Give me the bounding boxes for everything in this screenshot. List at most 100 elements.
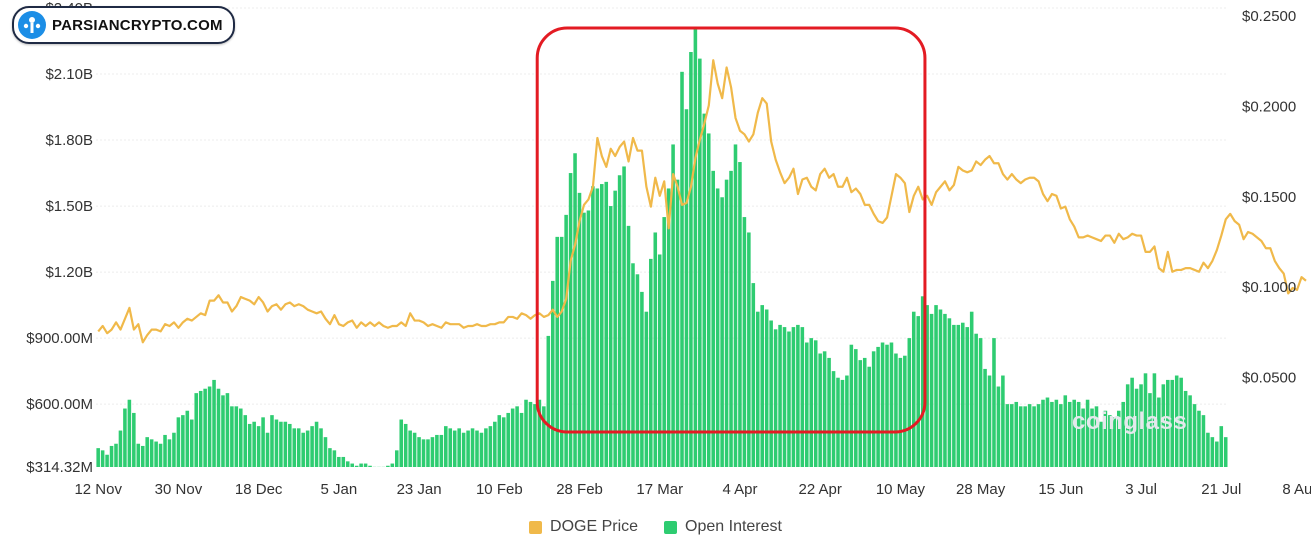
open-interest-bar [996, 386, 1001, 467]
open-interest-bar [305, 430, 310, 467]
open-interest-bar [840, 379, 845, 467]
open-interest-bar [1090, 408, 1094, 467]
open-interest-bar [1032, 406, 1036, 467]
open-interest-bar [738, 162, 742, 468]
open-interest-bar [827, 357, 831, 467]
open-interest-bar [439, 434, 444, 467]
open-interest-bar [461, 432, 466, 467]
open-interest-bar [987, 375, 992, 467]
open-interest-bar [435, 434, 439, 467]
open-interest-bar [778, 324, 782, 467]
open-interest-bar [871, 351, 876, 467]
right-y-axis: $0.0500 $0.1000 $0.1500 $0.2000 $0.2500 [1242, 8, 1296, 387]
x-axis-tick-label: 21 Jul [1201, 481, 1241, 498]
open-interest-bar [470, 428, 475, 467]
open-interest-bar [203, 388, 207, 467]
open-interest-bar [1166, 379, 1170, 467]
open-interest-bar [542, 406, 546, 467]
parsiancrypto-logo-icon [18, 11, 46, 39]
open-interest-bar [880, 342, 885, 467]
legend-label-doge-price: DOGE Price [550, 518, 639, 535]
open-interest-bar [292, 428, 297, 467]
open-interest-bar [920, 296, 925, 467]
open-interest-bar [595, 188, 600, 467]
open-interest-bar [189, 419, 194, 467]
open-interest-bar [395, 450, 399, 467]
open-interest-bar [466, 430, 470, 467]
open-interest-bar [773, 329, 778, 467]
open-interest-bar [555, 236, 559, 467]
open-interest-bar [118, 430, 123, 467]
parsiancrypto-badge: PARSIANCRYPTO.COM [12, 6, 235, 44]
open-interest-bar [1161, 384, 1166, 467]
open-interest-bar [600, 184, 604, 467]
open-interest-bar [956, 324, 961, 467]
x-axis-tick-label: 28 Feb [556, 481, 603, 498]
open-interest-bar [1081, 408, 1085, 467]
left-axis-tick-label: $2.10B [45, 66, 93, 83]
open-interest-bars [96, 27, 1228, 468]
open-interest-bar [1201, 415, 1206, 467]
open-interest-bar [885, 344, 889, 467]
open-interest-bar [1219, 426, 1224, 467]
highlight-box [535, 26, 927, 434]
open-interest-bar [1116, 410, 1121, 467]
open-interest-bar [1014, 401, 1019, 467]
open-interest-bar [328, 448, 332, 467]
open-interest-bar [444, 426, 448, 467]
open-interest-bar [1125, 384, 1130, 467]
open-interest-bar [965, 327, 970, 467]
open-interest-bar [528, 401, 533, 467]
open-interest-bar [1063, 395, 1068, 467]
open-interest-bar [363, 463, 368, 467]
open-interest-bar [550, 280, 555, 467]
open-interest-bar [1108, 415, 1112, 467]
x-axis-tick-label: 30 Nov [155, 481, 203, 498]
x-axis-tick-label: 28 May [956, 481, 1006, 498]
doge-price-line-path [97, 59, 1307, 344]
open-interest-bar [1157, 397, 1161, 467]
open-interest-bar [894, 353, 898, 467]
open-interest-bar [983, 368, 987, 467]
open-interest-bar [693, 27, 698, 468]
open-interest-bar [649, 258, 653, 467]
open-interest-bar [1206, 432, 1210, 467]
open-interest-bar [524, 399, 528, 467]
open-interest-bar [608, 206, 613, 467]
open-interest-bar [243, 415, 248, 467]
open-interest-bar [185, 410, 190, 467]
open-interest-bar [1174, 375, 1179, 467]
legend-item-open-interest[interactable]: Open Interest [664, 518, 782, 536]
open-interest-bar [818, 353, 822, 467]
x-axis-tick-label: 8 Aug [1282, 481, 1311, 498]
right-axis-tick-label: $0.2500 [1242, 8, 1296, 25]
open-interest-bar [314, 421, 319, 467]
open-interest-bar [1050, 401, 1054, 467]
open-interest-bar [154, 441, 158, 467]
open-interest-bar [265, 432, 270, 467]
open-interest-bar [715, 188, 720, 467]
open-interest-bar [720, 197, 724, 467]
open-interest-bar [386, 465, 390, 467]
open-interest-bar [577, 192, 582, 468]
open-interest-bar [568, 173, 573, 468]
open-interest-bar [925, 305, 929, 467]
open-interest-bar [1018, 406, 1023, 467]
open-interest-bar [796, 324, 800, 467]
open-interest-bar [493, 421, 497, 467]
open-interest-bar [421, 439, 426, 467]
open-interest-bar [1112, 417, 1117, 467]
open-interest-bar [234, 406, 239, 467]
left-y-axis: $314.32M $600.00M $900.00M $1.20B $1.50B $1.8… [26, 0, 93, 476]
open-interest-bar [854, 349, 858, 467]
left-axis-tick-label: $1.80B [45, 132, 93, 149]
open-interest-bar [1010, 404, 1014, 467]
open-interest-bar [296, 428, 301, 467]
open-interest-bar [657, 254, 662, 467]
open-interest-bar [283, 421, 288, 467]
legend-item-doge-price[interactable]: DOGE Price [529, 518, 638, 536]
open-interest-bar [680, 71, 684, 467]
open-interest-bar [332, 450, 337, 467]
open-interest-bar [158, 443, 163, 467]
